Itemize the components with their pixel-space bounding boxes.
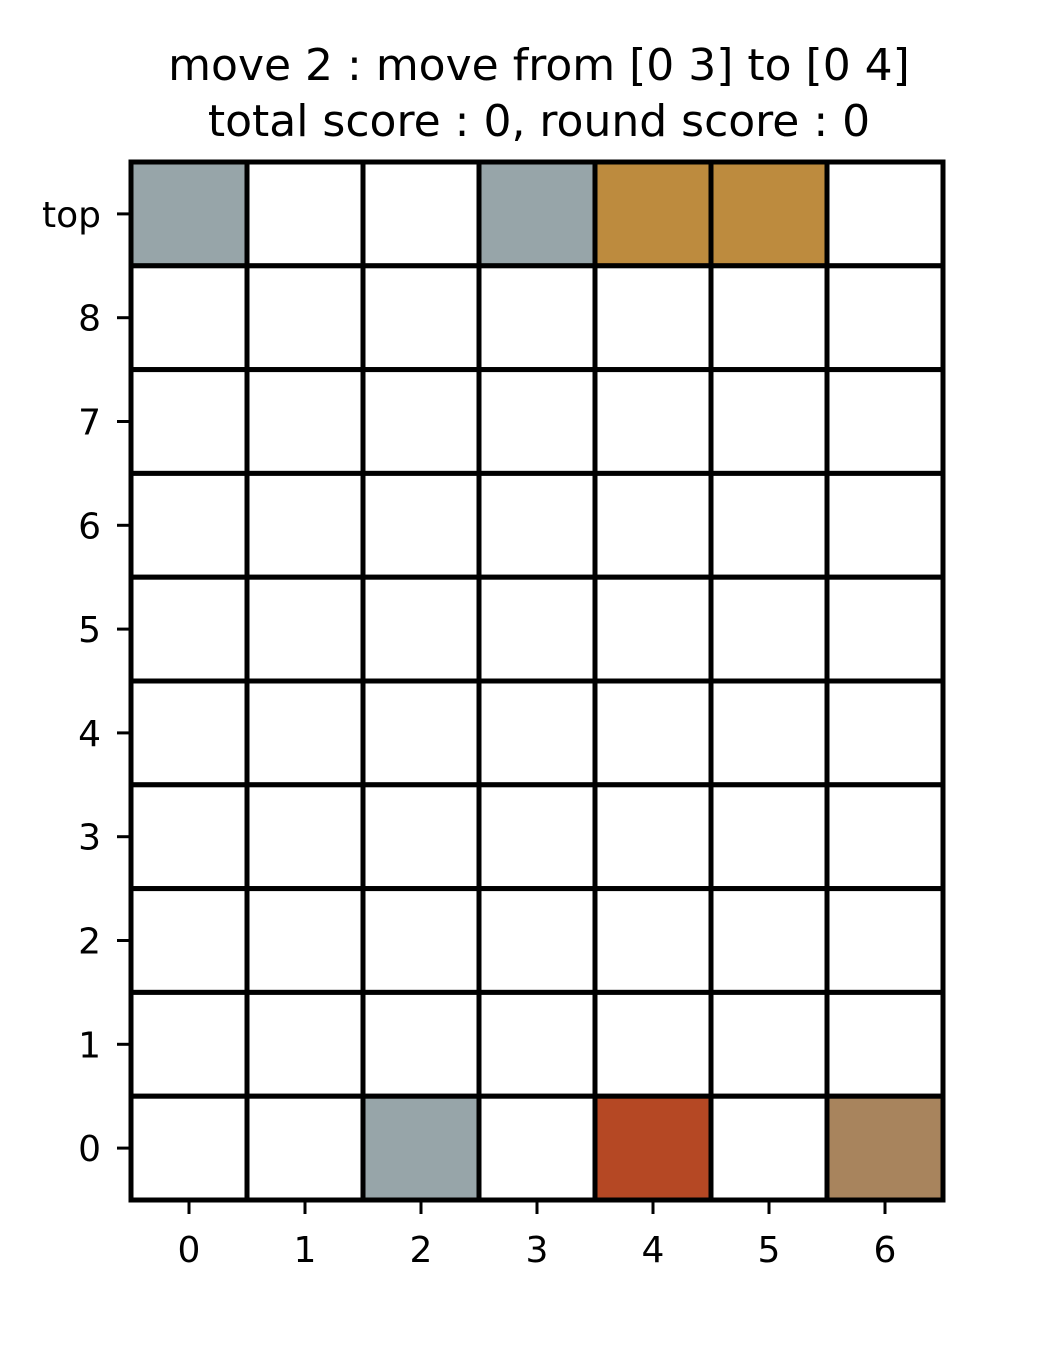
move-title: move 2 : move from [0 3] to [0 4] xyxy=(168,40,910,91)
cell-row-0-col-3 xyxy=(476,1093,598,1203)
cell-row-1-col-3 xyxy=(476,989,598,1099)
cell-row-6-col-1 xyxy=(244,470,366,580)
cell-row-8-col-2 xyxy=(360,263,482,373)
cell-row-5-col-3 xyxy=(476,574,598,684)
cell-row-5-col-4 xyxy=(592,574,714,684)
cell-row-8-col-4 xyxy=(592,263,714,373)
cell-row-4-col-0 xyxy=(128,678,250,788)
cell-row-7-col-5 xyxy=(708,367,830,476)
cell-row-3-col-2 xyxy=(360,782,482,892)
cell-row-7-col-1 xyxy=(244,367,366,476)
cell-row-8-col-0 xyxy=(128,263,250,373)
cell-row-4-col-2 xyxy=(360,678,482,788)
y-tick-label: 0 xyxy=(78,1129,101,1170)
cell-row-7-col-0 xyxy=(128,367,250,476)
score-title: total score : 0, round score : 0 xyxy=(207,96,871,147)
cell-row-5-col-0 xyxy=(128,574,250,684)
cell-row-1-col-6 xyxy=(824,989,946,1099)
cell-row-4-col-3 xyxy=(476,678,598,788)
x-tick-label: 4 xyxy=(642,1230,665,1271)
cell-row-6-col-4 xyxy=(592,470,714,580)
cell-row-1-col-1 xyxy=(244,989,366,1099)
cell-row-1-col-4 xyxy=(592,989,714,1099)
cell-row-3-col-5 xyxy=(708,782,830,892)
y-tick-label: 8 xyxy=(78,299,101,340)
y-tick-label: 3 xyxy=(78,818,101,859)
cell-row-4-col-1 xyxy=(244,678,366,788)
cell-row-5-col-2 xyxy=(360,574,482,684)
cell-row-top-col-6 xyxy=(824,159,946,269)
tile-row-0-col-6 xyxy=(824,1093,946,1203)
x-tick-label: 3 xyxy=(526,1230,549,1271)
y-tick-label: 7 xyxy=(78,403,101,444)
cell-row-7-col-6 xyxy=(824,367,946,476)
cell-row-1-col-0 xyxy=(128,989,250,1099)
cell-row-5-col-6 xyxy=(824,574,946,684)
tile-row-top-col-0 xyxy=(128,159,250,269)
cell-row-1-col-5 xyxy=(708,989,830,1099)
y-tick-label: 6 xyxy=(78,506,101,547)
tile-row-0-col-4 xyxy=(592,1093,714,1203)
tile-row-top-col-4 xyxy=(592,159,714,269)
cell-row-4-col-5 xyxy=(708,678,830,788)
cell-row-2-col-4 xyxy=(592,886,714,995)
tile-row-0-col-2 xyxy=(360,1093,482,1203)
cell-row-2-col-5 xyxy=(708,886,830,995)
cell-row-4-col-4 xyxy=(592,678,714,788)
cell-row-8-col-6 xyxy=(824,263,946,373)
cell-row-8-col-5 xyxy=(708,263,830,373)
cell-row-2-col-0 xyxy=(128,886,250,995)
cell-row-3-col-0 xyxy=(128,782,250,892)
x-tick-label: 0 xyxy=(178,1230,201,1271)
cell-row-8-col-1 xyxy=(244,263,366,373)
cell-row-3-col-1 xyxy=(244,782,366,892)
y-tick-label: top xyxy=(42,195,101,236)
cell-row-4-col-6 xyxy=(824,678,946,788)
cell-row-2-col-6 xyxy=(824,886,946,995)
cell-row-2-col-3 xyxy=(476,886,598,995)
cell-row-6-col-5 xyxy=(708,470,830,580)
cell-row-6-col-3 xyxy=(476,470,598,580)
tile-row-top-col-5 xyxy=(708,159,830,269)
cell-row-6-col-6 xyxy=(824,470,946,580)
cell-row-3-col-4 xyxy=(592,782,714,892)
cell-row-6-col-0 xyxy=(128,470,250,580)
cell-row-top-col-2 xyxy=(360,159,482,269)
y-tick-label: 4 xyxy=(78,714,101,755)
y-tick-label: 5 xyxy=(78,610,101,651)
cell-row-1-col-2 xyxy=(360,989,482,1099)
cell-row-0-col-0 xyxy=(128,1093,250,1203)
x-tick-label: 5 xyxy=(758,1230,781,1271)
cell-row-2-col-2 xyxy=(360,886,482,995)
x-tick-label: 6 xyxy=(874,1230,897,1271)
cell-row-2-col-1 xyxy=(244,886,366,995)
y-tick-label: 1 xyxy=(78,1025,101,1066)
cell-row-7-col-4 xyxy=(592,367,714,476)
tile-row-top-col-3 xyxy=(476,159,598,269)
cell-row-3-col-3 xyxy=(476,782,598,892)
cell-row-6-col-2 xyxy=(360,470,482,580)
cell-row-8-col-3 xyxy=(476,263,598,373)
cell-row-0-col-1 xyxy=(244,1093,366,1203)
y-tick-label: 2 xyxy=(78,922,101,963)
cell-row-top-col-1 xyxy=(244,159,366,269)
cell-row-5-col-1 xyxy=(244,574,366,684)
cell-row-5-col-5 xyxy=(708,574,830,684)
x-tick-label: 1 xyxy=(294,1230,317,1271)
cell-row-3-col-6 xyxy=(824,782,946,892)
cell-row-7-col-2 xyxy=(360,367,482,476)
x-tick-label: 2 xyxy=(410,1230,433,1271)
cell-row-0-col-5 xyxy=(708,1093,830,1203)
cell-row-7-col-3 xyxy=(476,367,598,476)
